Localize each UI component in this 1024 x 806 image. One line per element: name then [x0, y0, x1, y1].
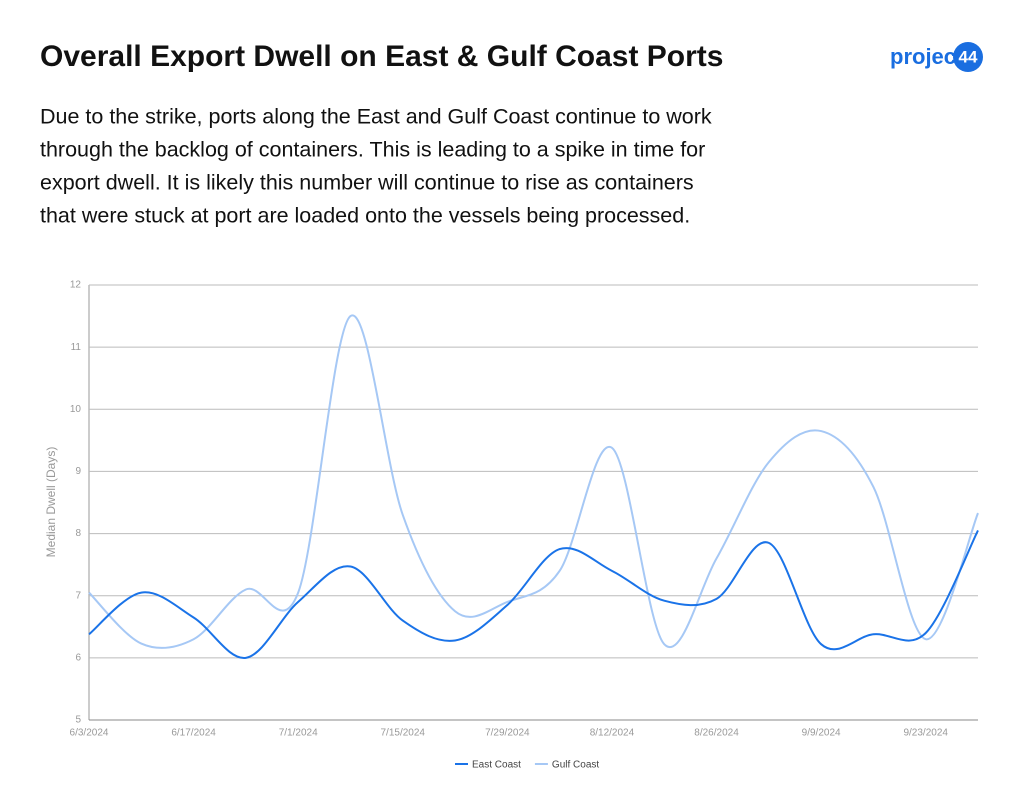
y-axis-label: Median Dwell (Days): [44, 447, 58, 558]
y-tick-label: 9: [75, 466, 81, 477]
description-line: through the backlog of containers. This …: [40, 138, 705, 162]
y-tick-label: 8: [75, 528, 81, 539]
chart-title: Overall Export Dwell on East & Gulf Coas…: [40, 40, 723, 73]
x-tick-label: 8/26/2024: [694, 728, 739, 739]
logo-badge: [953, 42, 983, 72]
series-line: [88, 530, 979, 659]
x-tick-label: 9/9/2024: [802, 728, 841, 739]
y-tick-label: 11: [71, 342, 82, 353]
x-tick-label: 6/3/2024: [70, 728, 109, 739]
x-tick-label: 8/12/2024: [590, 728, 635, 739]
x-tick-label: 6/17/2024: [171, 728, 216, 739]
y-tick-label: 7: [75, 590, 81, 601]
x-tick-label: 7/15/2024: [381, 728, 426, 739]
y-tick-label: 10: [70, 404, 82, 415]
y-tick-label: 12: [70, 280, 82, 291]
legend-label: Gulf Coast: [552, 760, 599, 771]
logo-number: 44: [959, 47, 978, 66]
x-tick-label: 9/23/2024: [903, 728, 948, 739]
description-line: Due to the strike, ports along the East …: [40, 105, 712, 129]
x-tick-label: 7/29/2024: [485, 728, 530, 739]
x-tick-label: 7/1/2024: [279, 728, 318, 739]
y-tick-label: 5: [75, 715, 81, 726]
series-line: [88, 314, 979, 649]
description-line: that were stuck at port are loaded onto …: [40, 204, 690, 228]
logo-text: project: [890, 44, 964, 69]
description-line: export dwell. It is likely this number w…: [40, 171, 694, 195]
legend-label: East Coast: [472, 760, 521, 771]
y-tick-label: 6: [75, 652, 81, 663]
